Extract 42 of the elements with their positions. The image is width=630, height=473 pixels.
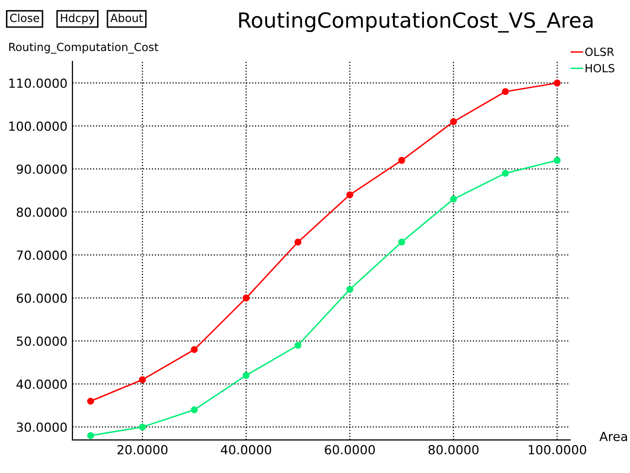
legend-label: HOLS xyxy=(586,64,614,72)
x-tick-label: 40.0000 xyxy=(220,444,272,454)
y-tick-label: 80.0000 xyxy=(16,207,67,217)
y-tick-label: 110.0000 xyxy=(9,78,67,88)
y-tick-label: 100.0000 xyxy=(9,121,67,131)
point xyxy=(87,398,94,405)
point xyxy=(398,156,406,164)
point xyxy=(554,80,561,86)
text: About xyxy=(110,14,143,22)
x-tick-label: 100.0000 xyxy=(528,444,586,454)
y-tick-label: 40.0000 xyxy=(16,379,67,389)
point xyxy=(242,372,250,379)
point xyxy=(87,432,94,440)
point xyxy=(138,376,146,384)
y-tick-label: 90.0000 xyxy=(16,164,67,174)
point xyxy=(398,238,406,246)
point xyxy=(450,196,457,203)
text: Hdcpy xyxy=(60,14,95,24)
y-tick-label: 30.0000 xyxy=(16,422,67,432)
point xyxy=(242,294,250,302)
x-tick-label: 20.0000 xyxy=(118,444,168,454)
x-tick-label: 60.0000 xyxy=(324,444,375,454)
x-axis-title: Area xyxy=(599,432,627,442)
point xyxy=(294,238,302,246)
chart-title: RoutingComputationCost_VS_Area xyxy=(239,12,593,33)
point xyxy=(502,88,509,96)
x-tick-label: 80.0000 xyxy=(428,444,479,454)
point xyxy=(450,118,457,126)
point xyxy=(346,286,354,293)
y-tick-label: 70.0000 xyxy=(16,250,67,260)
y-tick-label: 50.0000 xyxy=(16,336,67,346)
point xyxy=(190,346,198,354)
point xyxy=(138,424,146,430)
y-tick-label: 60.0000 xyxy=(16,293,67,303)
point xyxy=(554,156,561,164)
point xyxy=(346,191,354,198)
text: Close xyxy=(10,14,40,22)
y-axis-title: Routing_Computation_Cost xyxy=(9,42,158,54)
legend-label: OLSR xyxy=(585,48,614,56)
point xyxy=(502,170,509,177)
point xyxy=(190,406,198,414)
point xyxy=(294,342,302,349)
